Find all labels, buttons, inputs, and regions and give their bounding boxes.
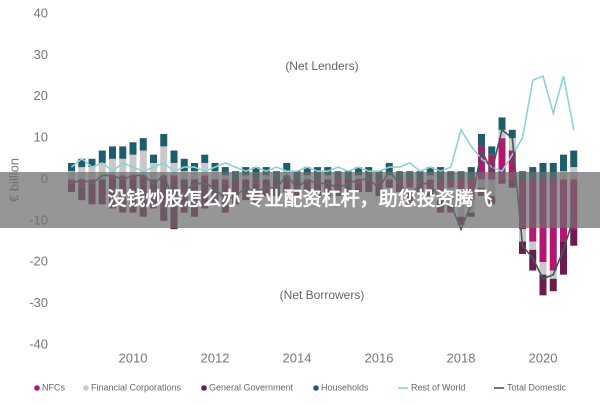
bar	[570, 229, 578, 246]
bar	[539, 274, 547, 296]
bar	[508, 150, 516, 180]
y-tick-label: 20	[34, 88, 48, 103]
bar	[221, 167, 229, 176]
legend-label: Total Domestic	[507, 382, 567, 392]
y-tick-label: 30	[34, 47, 48, 62]
bar	[488, 146, 496, 155]
bar	[201, 154, 209, 163]
legend-swatch	[313, 385, 319, 391]
legend-label: General Government	[209, 382, 294, 392]
banner-text: 没钱炒股怎么办 专业配资杠杆，助您投资腾飞	[107, 187, 492, 210]
bar	[170, 150, 178, 163]
bar	[129, 142, 137, 155]
bar	[529, 241, 537, 250]
bar	[355, 167, 362, 176]
legend: NFCs Financial Corporations General Govern…	[34, 382, 567, 392]
y-tick-label: -40	[29, 336, 48, 351]
bar	[539, 262, 547, 275]
bar	[160, 133, 168, 147]
bar	[570, 150, 578, 168]
bar	[150, 162, 157, 180]
bar	[539, 162, 547, 180]
x-tick-label: 2014	[283, 350, 312, 365]
bar	[519, 229, 526, 242]
bar	[88, 158, 96, 168]
bar	[160, 146, 168, 176]
y-tick-label: 10	[34, 130, 48, 145]
bar	[519, 241, 526, 254]
y-tick-label: 40	[34, 5, 48, 20]
bar	[129, 154, 137, 176]
bar	[549, 162, 557, 180]
bar	[150, 154, 157, 163]
bar	[529, 249, 537, 271]
bar	[498, 129, 506, 139]
legend-swatch	[34, 385, 40, 391]
legend-label: Financial Corporations	[91, 382, 182, 392]
bar	[201, 162, 209, 176]
x-tick-label: 2020	[529, 350, 558, 365]
y-tick-label: -30	[29, 295, 48, 310]
x-tick-label: 2010	[119, 350, 148, 365]
legend-swatch	[83, 385, 89, 391]
bar	[549, 278, 557, 292]
bar	[560, 241, 567, 275]
bar	[498, 117, 506, 130]
bar	[283, 162, 291, 172]
bar	[109, 146, 116, 159]
legend-swatch	[201, 385, 207, 391]
x-tick-label: 2016	[365, 350, 394, 365]
bar	[139, 138, 147, 151]
bar	[139, 150, 147, 176]
annotation: (Net Lenders)	[285, 59, 358, 73]
bar	[385, 162, 393, 176]
bar	[478, 133, 485, 147]
x-tick-label: 2018	[447, 350, 476, 365]
line	[70, 75, 575, 173]
bar	[303, 167, 311, 176]
y-tick-label: -20	[29, 254, 48, 269]
bar	[560, 154, 567, 172]
bar	[426, 167, 434, 176]
bar	[119, 158, 127, 176]
legend-label: NFCs	[42, 382, 65, 392]
bar	[98, 150, 106, 163]
bar	[170, 162, 178, 176]
legend-label: Households	[321, 382, 369, 392]
bar	[98, 162, 106, 180]
banner-bg	[0, 172, 600, 228]
bar	[119, 146, 127, 159]
bar	[180, 158, 188, 172]
annotation: (Net Borrowers)	[280, 288, 365, 302]
bar	[478, 146, 485, 180]
bar	[498, 138, 506, 180]
bar	[109, 158, 116, 176]
x-tick-label: 2012	[201, 350, 230, 365]
bar	[78, 158, 86, 168]
legend-label: Rest of World	[411, 382, 465, 392]
bar	[508, 129, 516, 139]
